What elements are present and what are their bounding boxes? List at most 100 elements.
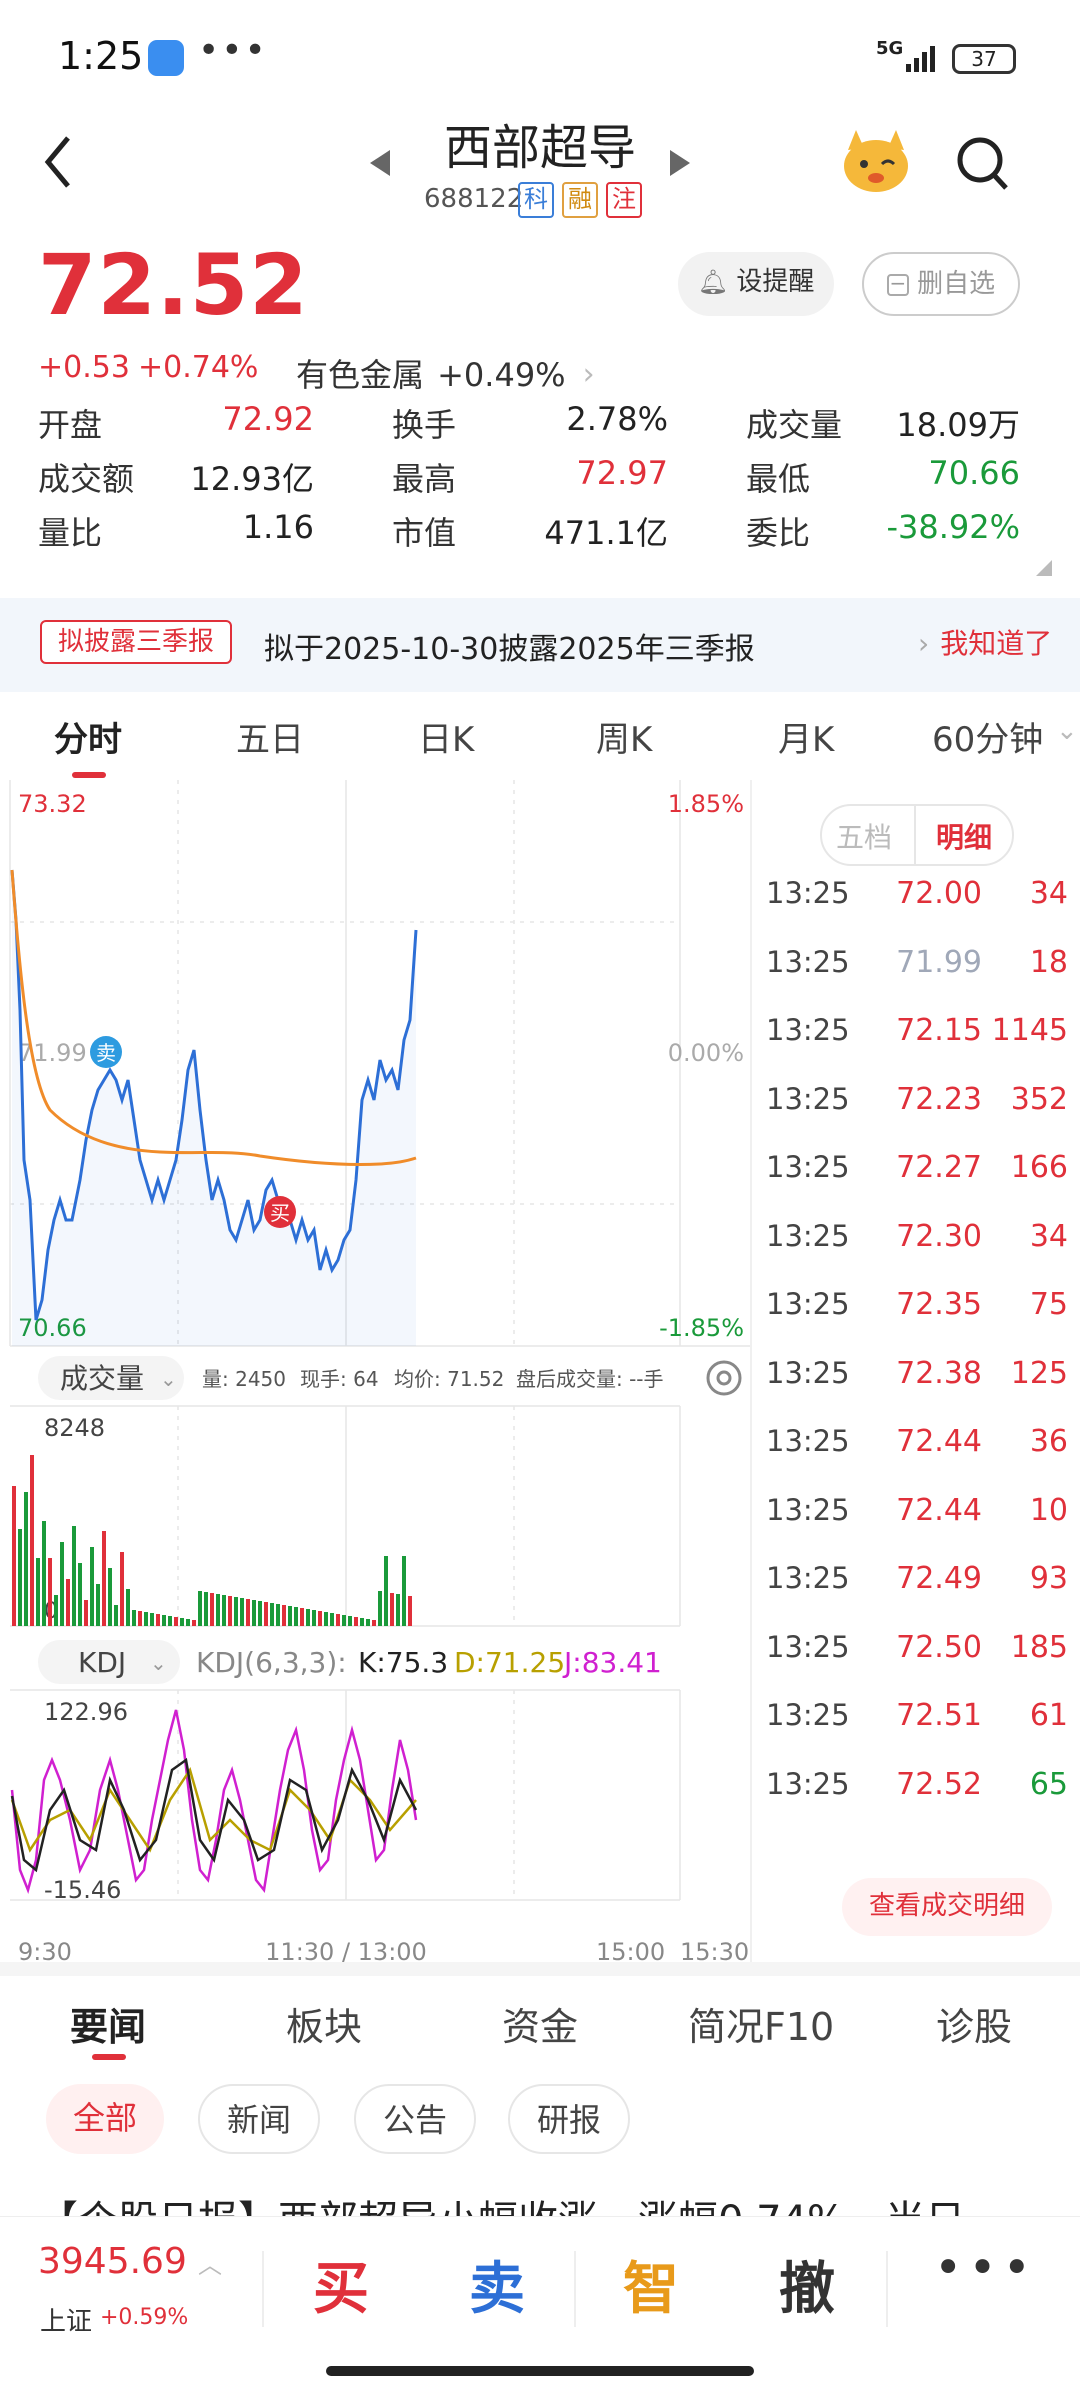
news-tab-diagnosis[interactable]: 诊股 [936, 2005, 1013, 2049]
volume-bar [282, 1605, 286, 1626]
volume-bar [12, 1486, 16, 1626]
tick-row: 13:25 72.50 185 [0, 1630, 1080, 1670]
tick-volume: 36 [1029, 1424, 1068, 1459]
tab-daily-k[interactable]: 日K [418, 720, 475, 760]
intraday-chart[interactable]: 73.32 1.85% 71.99 0.00% 70.66 -1.85% 卖 买… [0, 780, 750, 1980]
volume-bar [78, 1563, 82, 1626]
view-trade-details-button[interactable]: 查看成交明细 [842, 1878, 1052, 1936]
next-stock-button[interactable] [668, 148, 692, 182]
stat-label-open: 开盘 [38, 406, 103, 444]
filter-announcements[interactable]: 公告 [354, 2084, 476, 2154]
volume-bar [294, 1607, 298, 1626]
news-tab-funds[interactable]: 资金 [502, 2005, 579, 2049]
tick-price: 72.52 [896, 1766, 982, 1802]
tick-price: 72.49 [896, 1561, 982, 1596]
back-button[interactable] [40, 130, 90, 190]
pct-mid-label: 0.00% [668, 1039, 744, 1067]
tick-row: 13:25 72.49 93 [0, 1561, 1080, 1601]
prev-stock-button[interactable] [368, 148, 392, 182]
news-tab-f10[interactable]: 简况F10 [688, 2005, 835, 2049]
side-tab-five-levels[interactable]: 五档 [836, 821, 893, 854]
index-ticker[interactable]: 3945.69 ︿ [38, 2241, 222, 2282]
volume-bar [378, 1591, 382, 1626]
tick-price: 72.44 [896, 1424, 982, 1459]
tick-volume: 34 [1029, 876, 1068, 911]
volume-bar [318, 1611, 322, 1626]
volume-bar [210, 1593, 214, 1626]
volume-bar [408, 1596, 412, 1626]
side-tab-details[interactable]: 明细 [936, 821, 993, 854]
price-change-pct: +0.74% [138, 350, 259, 385]
triangle-right-icon [670, 150, 690, 176]
tick-row: 13:25 72.15 1145 [0, 1013, 1080, 1053]
buy-button[interactable]: 买 [313, 2257, 369, 2322]
pct-top-label: 1.85% [668, 790, 744, 818]
settings-button[interactable] [706, 1360, 742, 1396]
tick-volume: 352 [1010, 1081, 1068, 1117]
tick-price: 72.27 [896, 1150, 982, 1185]
tick-time: 13:25 [766, 1766, 850, 1801]
sell-marker[interactable]: 卖 [90, 1036, 122, 1068]
more-actions-button[interactable]: ••• [934, 2240, 1037, 2296]
expand-corner-icon[interactable] [1036, 560, 1052, 576]
divider [262, 2251, 264, 2327]
search-button[interactable] [956, 134, 1012, 194]
volume-bar [264, 1602, 268, 1626]
stat-label-volume: 成交量 [746, 406, 843, 444]
tick-row: 13:25 72.38 125 [0, 1356, 1080, 1396]
news-tab-sector[interactable]: 板块 [286, 2005, 363, 2049]
tick-row: 13:25 72.51 61 [0, 1698, 1080, 1738]
stat-label-high: 最高 [392, 460, 457, 498]
sell-button[interactable]: 卖 [469, 2257, 525, 2322]
volume-bar [36, 1558, 40, 1626]
chevron-up-icon: ︿ [197, 2251, 222, 2279]
tick-volume: 34 [1029, 1218, 1068, 1254]
volume-bar [306, 1609, 310, 1626]
volume-selector[interactable]: 成交量 ⌄ [38, 1356, 184, 1400]
volume-bar [30, 1455, 34, 1626]
volume-bar [312, 1610, 316, 1626]
tick-time: 13:25 [766, 1629, 850, 1664]
volume-bar [330, 1613, 334, 1626]
remove-watchlist-button[interactable]: − 删自选 [862, 252, 1020, 316]
tab-60min[interactable]: 60分钟 [932, 720, 1044, 760]
network-type: 5G [876, 38, 904, 59]
volume-bar [252, 1600, 256, 1626]
smart-trade-button[interactable]: 智 [623, 2257, 679, 2322]
dismiss-banner-button[interactable]: › 我知道了 [918, 622, 1052, 662]
tick-time: 13:25 [766, 1287, 850, 1321]
current-price: 72.52 [38, 236, 309, 334]
tick-volume: 125 [1010, 1355, 1068, 1391]
stat-value-volume: 18.09万 [896, 406, 1020, 444]
tab-weekly-k[interactable]: 周K [596, 720, 653, 760]
tab-monthly-k[interactable]: 月K [778, 720, 835, 760]
volume-bar [192, 1620, 196, 1626]
filter-research[interactable]: 研报 [508, 2084, 630, 2154]
tab-intraday[interactable]: 分时 [54, 720, 122, 760]
kdj-selector[interactable]: KDJ ⌄ [38, 1640, 180, 1684]
set-alert-button[interactable]: 🔔︎ 设提醒 [678, 252, 834, 316]
chevron-right-icon: › [918, 627, 930, 660]
volume-bar [132, 1610, 136, 1626]
volume-bar [42, 1521, 46, 1626]
tick-row: 13:25 72.44 10 [0, 1493, 1080, 1533]
price-bottom-label: 70.66 [18, 1314, 87, 1342]
filter-news[interactable]: 新闻 [198, 2084, 320, 2154]
index-value: 3945.69 [38, 2241, 187, 2282]
sector-link[interactable]: 有色金属 +0.49% › [296, 344, 595, 394]
news-tab-headlines[interactable]: 要闻 [70, 2005, 147, 2049]
tick-row: 13:25 72.30 34 [0, 1219, 1080, 1259]
more-notifications-icon: ••• [198, 30, 268, 71]
news-peek[interactable]: 【个股日报】西部超导小幅收涨，涨幅0.74%，当日 [38, 2196, 1078, 2218]
search-icon [957, 137, 1008, 190]
cancel-order-button[interactable]: 撤 [779, 2257, 835, 2322]
volume-selector-label: 成交量 [60, 1362, 144, 1395]
buy-marker[interactable]: 买 [264, 1196, 296, 1228]
mascot-button[interactable] [838, 124, 914, 200]
filter-all[interactable]: 全部 [46, 2084, 164, 2154]
volume-info-after-hours: 盘后成交量: --手 [516, 1367, 664, 1391]
dismiss-label: 我知道了 [940, 627, 1053, 660]
tab-five-day[interactable]: 五日 [236, 720, 304, 760]
chevron-down-icon[interactable]: ⌄ [1056, 716, 1078, 746]
price-area-fill [12, 870, 416, 1346]
